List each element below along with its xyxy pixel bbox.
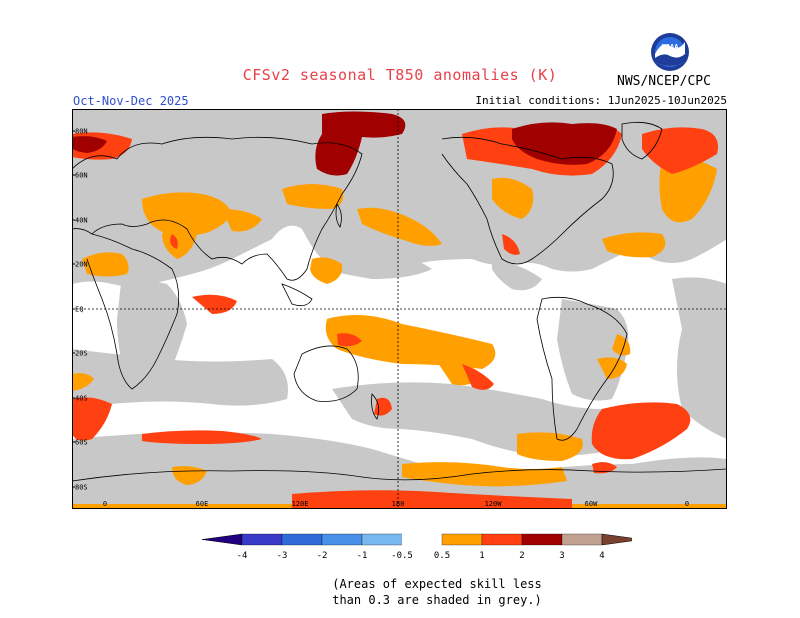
grey-pacific-tropic — [322, 249, 432, 279]
lat-label: 80S — [75, 484, 88, 492]
lon-label: 0 — [103, 500, 107, 508]
lon-axis: 0 60E 120E 180 120W 60W 0 — [103, 500, 689, 508]
anomaly-map: 80N 60N 40N 20N EQ 20S 40S 60S 80S 0 60E 120E 180 12… — [72, 109, 727, 509]
lon-label: 60E — [196, 500, 209, 508]
lat-label: 40N — [75, 217, 88, 225]
colorbar-label: 2 — [519, 551, 524, 561]
colorbar-label: 0.5 — [434, 551, 450, 561]
colorbar-label: 1 — [479, 551, 484, 561]
forecast-period: Oct-Nov-Dec 2025 — [73, 94, 189, 108]
grey-north-america-south — [492, 259, 542, 291]
lat-label: 20N — [75, 261, 88, 269]
colorbar-bin — [481, 533, 523, 546]
lat-label: 20S — [75, 350, 88, 358]
lon-label: 180 — [392, 500, 405, 508]
grey-south-indian — [72, 349, 288, 406]
lon-label: 0 — [685, 500, 689, 508]
colorbar-bin — [281, 533, 323, 546]
skill-note-line1: (Areas of expected skill less — [332, 577, 542, 591]
skill-note-line2: than 0.3 are shaded in grey.) — [332, 593, 542, 607]
lat-label: 60N — [75, 172, 88, 180]
colorbar-label: 4 — [599, 551, 604, 561]
colorbar-bin — [321, 533, 363, 546]
lat-label: 60S — [75, 439, 88, 447]
coastlines — [72, 121, 727, 482]
colorbar-bin — [401, 533, 443, 546]
lat-label: EQ — [75, 306, 83, 314]
colorbar-arrow — [201, 533, 243, 546]
noaa-logo-icon: NOAA — [651, 33, 689, 71]
colorbar-label: -0.5 — [391, 551, 413, 561]
colorbar-label: -1 — [357, 551, 368, 561]
colorbar-bin — [361, 533, 403, 546]
lat-label: 80N — [75, 128, 88, 136]
lon-label: 120E — [292, 500, 309, 508]
colorbar-label: -3 — [277, 551, 288, 561]
lat-axis: 80N 60N 40N 20N EQ 20S 40S 60S 80S — [72, 128, 88, 492]
skill-note: (Areas of expected skill less than 0.3 a… — [0, 576, 800, 608]
colorbar-bin — [441, 533, 483, 546]
logo-text: NOAA — [662, 43, 680, 51]
colorbar-label: -4 — [237, 551, 248, 561]
colorbar-bin — [521, 533, 563, 546]
lat-label: 40S — [75, 395, 88, 403]
grey-east-atlantic — [672, 277, 727, 439]
grey-southern-band — [72, 432, 727, 509]
agency-label: NWS/NCEP/CPC — [617, 74, 711, 89]
colorbar-bin — [241, 533, 283, 546]
chart-title: CFSv2 seasonal T850 anomalies (K) — [242, 66, 558, 84]
lon-label: 120W — [485, 500, 503, 508]
colorbar: -4 -3 -2 -1 -0.5 0.5 1 2 3 4 — [201, 533, 632, 561]
anomaly-dark-red — [72, 111, 617, 176]
colorbar-label: 3 — [559, 551, 564, 561]
colorbar-arrow — [601, 533, 632, 546]
initial-conditions: Initial conditions: 1Jun2025-10Jun2025 — [475, 94, 727, 107]
colorbar-label: -2 — [317, 551, 328, 561]
lon-label: 60W — [585, 500, 598, 508]
colorbar-bin — [561, 533, 603, 546]
